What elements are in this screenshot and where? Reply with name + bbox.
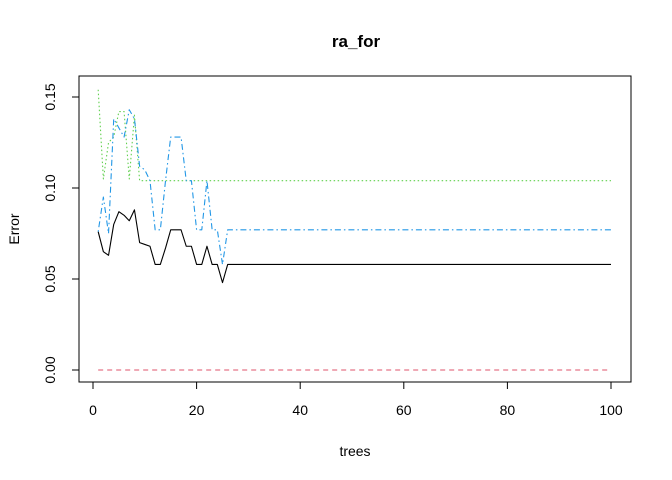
x-axis-label: trees	[339, 443, 370, 459]
x-tick-label: 60	[396, 402, 412, 418]
series-line-3	[97, 89, 611, 182]
y-axis: 0.00 0.05 0.10 0.15	[42, 83, 80, 384]
x-tick-label: 0	[89, 402, 97, 418]
y-tick-label: 0.10	[42, 174, 58, 201]
x-tick-label: 40	[292, 402, 308, 418]
plot-frame	[78, 75, 632, 383]
y-axis-label: Error	[6, 213, 22, 244]
x-tick-label: 20	[189, 402, 205, 418]
x-tick-label: 80	[500, 402, 516, 418]
x-axis: 0 20 40 60 80 100	[89, 381, 623, 418]
y-tick-label: 0.00	[42, 356, 58, 383]
x-tick-label: 100	[599, 402, 623, 418]
chart-title: ra_for	[332, 32, 381, 51]
series-line-1	[97, 209, 611, 284]
y-tick-label: 0.05	[42, 265, 58, 292]
series-line-4	[97, 109, 611, 265]
y-tick-label: 0.15	[42, 83, 58, 110]
series-layer	[97, 89, 611, 371]
